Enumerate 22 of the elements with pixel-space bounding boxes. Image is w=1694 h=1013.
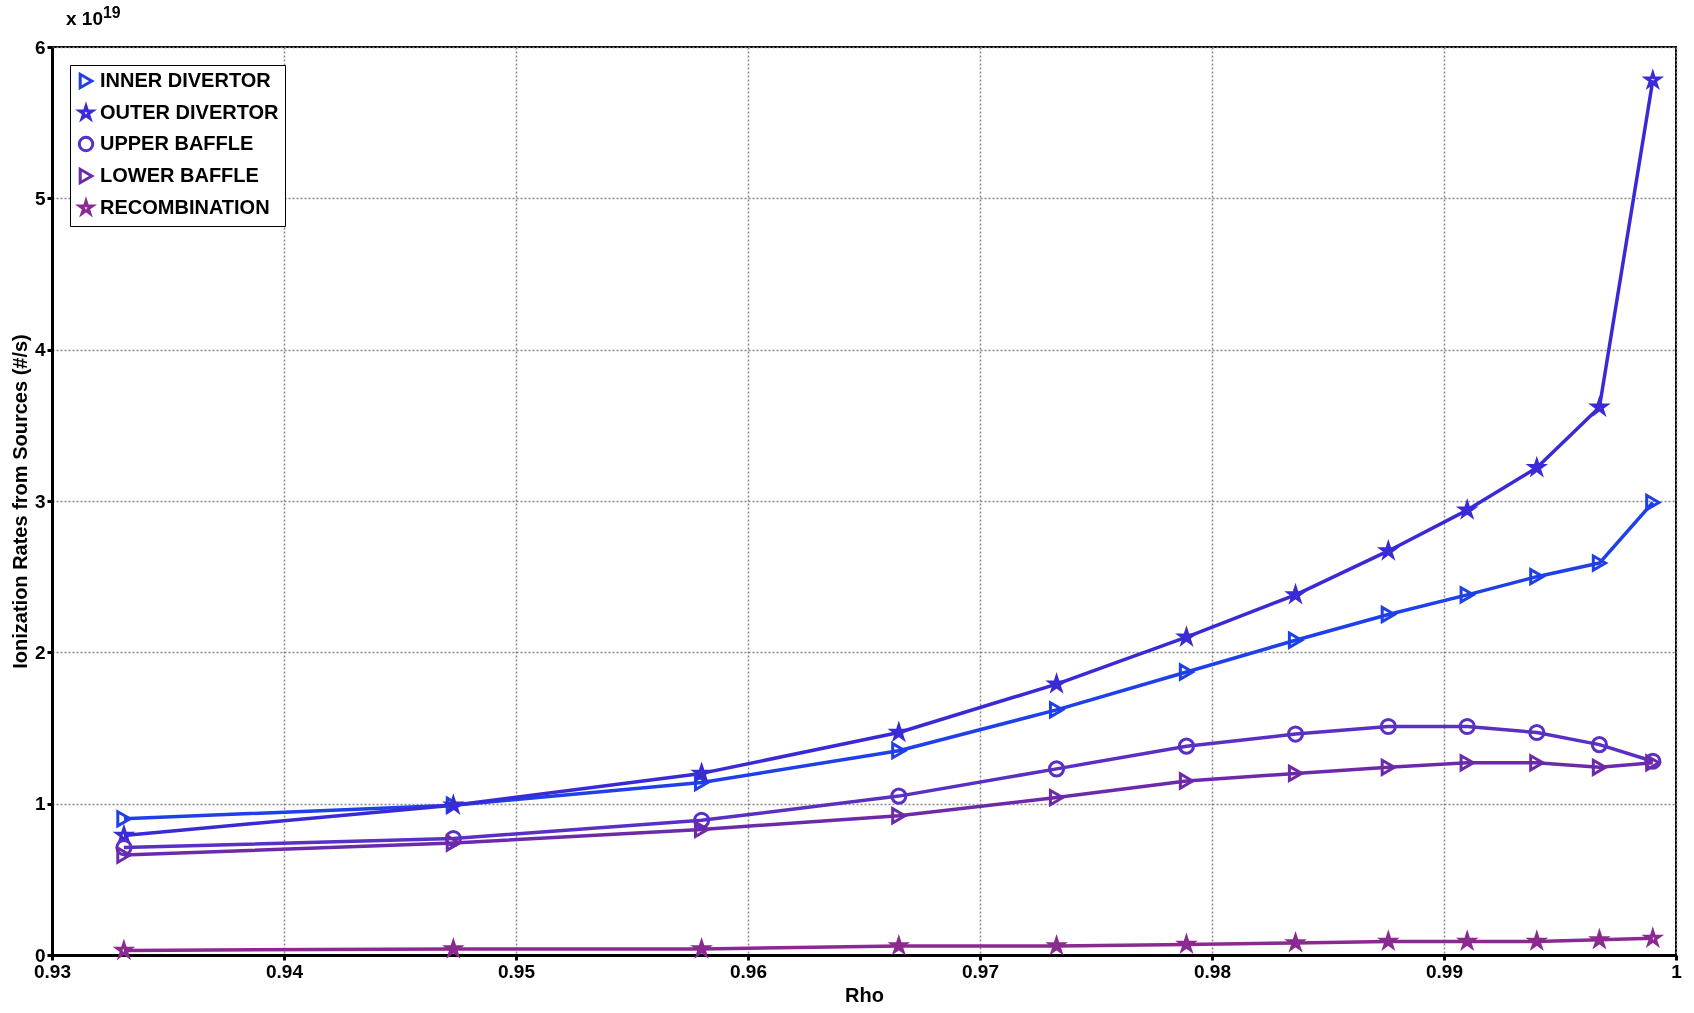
y-tick-label: 1 [34,793,46,815]
x-tick-label: 0.96 [730,960,767,982]
x-tick-label: 0.97 [962,960,999,982]
y-axis-title: Ionization Rates from Sources (#/s) [8,334,31,669]
legend-label: LOWER BAFFLE [100,164,259,186]
legend-label: RECOMBINATION [100,196,270,218]
x-tick-label: 0.95 [498,960,536,982]
legend-label: UPPER BAFFLE [100,132,254,154]
x-tick-label: 0.98 [1194,960,1231,982]
x-tick-label: 0.94 [266,960,304,982]
y-tick-label: 6 [34,36,46,58]
axis-multiplier: x 10$^{19}$ [66,4,121,31]
legend-label: OUTER DIVERTOR [100,101,280,123]
y-tick-label: 0 [34,944,46,966]
x-tick-label: 0.99 [1426,960,1463,982]
y-tick-label: 4 [34,339,46,361]
y-tick-label: 5 [34,187,46,209]
y-tick-label: 3 [34,490,46,512]
legend-label: INNER DIVERTOR [100,69,272,91]
x-tick-label: 1 [1671,960,1683,982]
y-tick-label: 2 [34,641,46,663]
x-axis-title: Rho [845,983,884,1006]
